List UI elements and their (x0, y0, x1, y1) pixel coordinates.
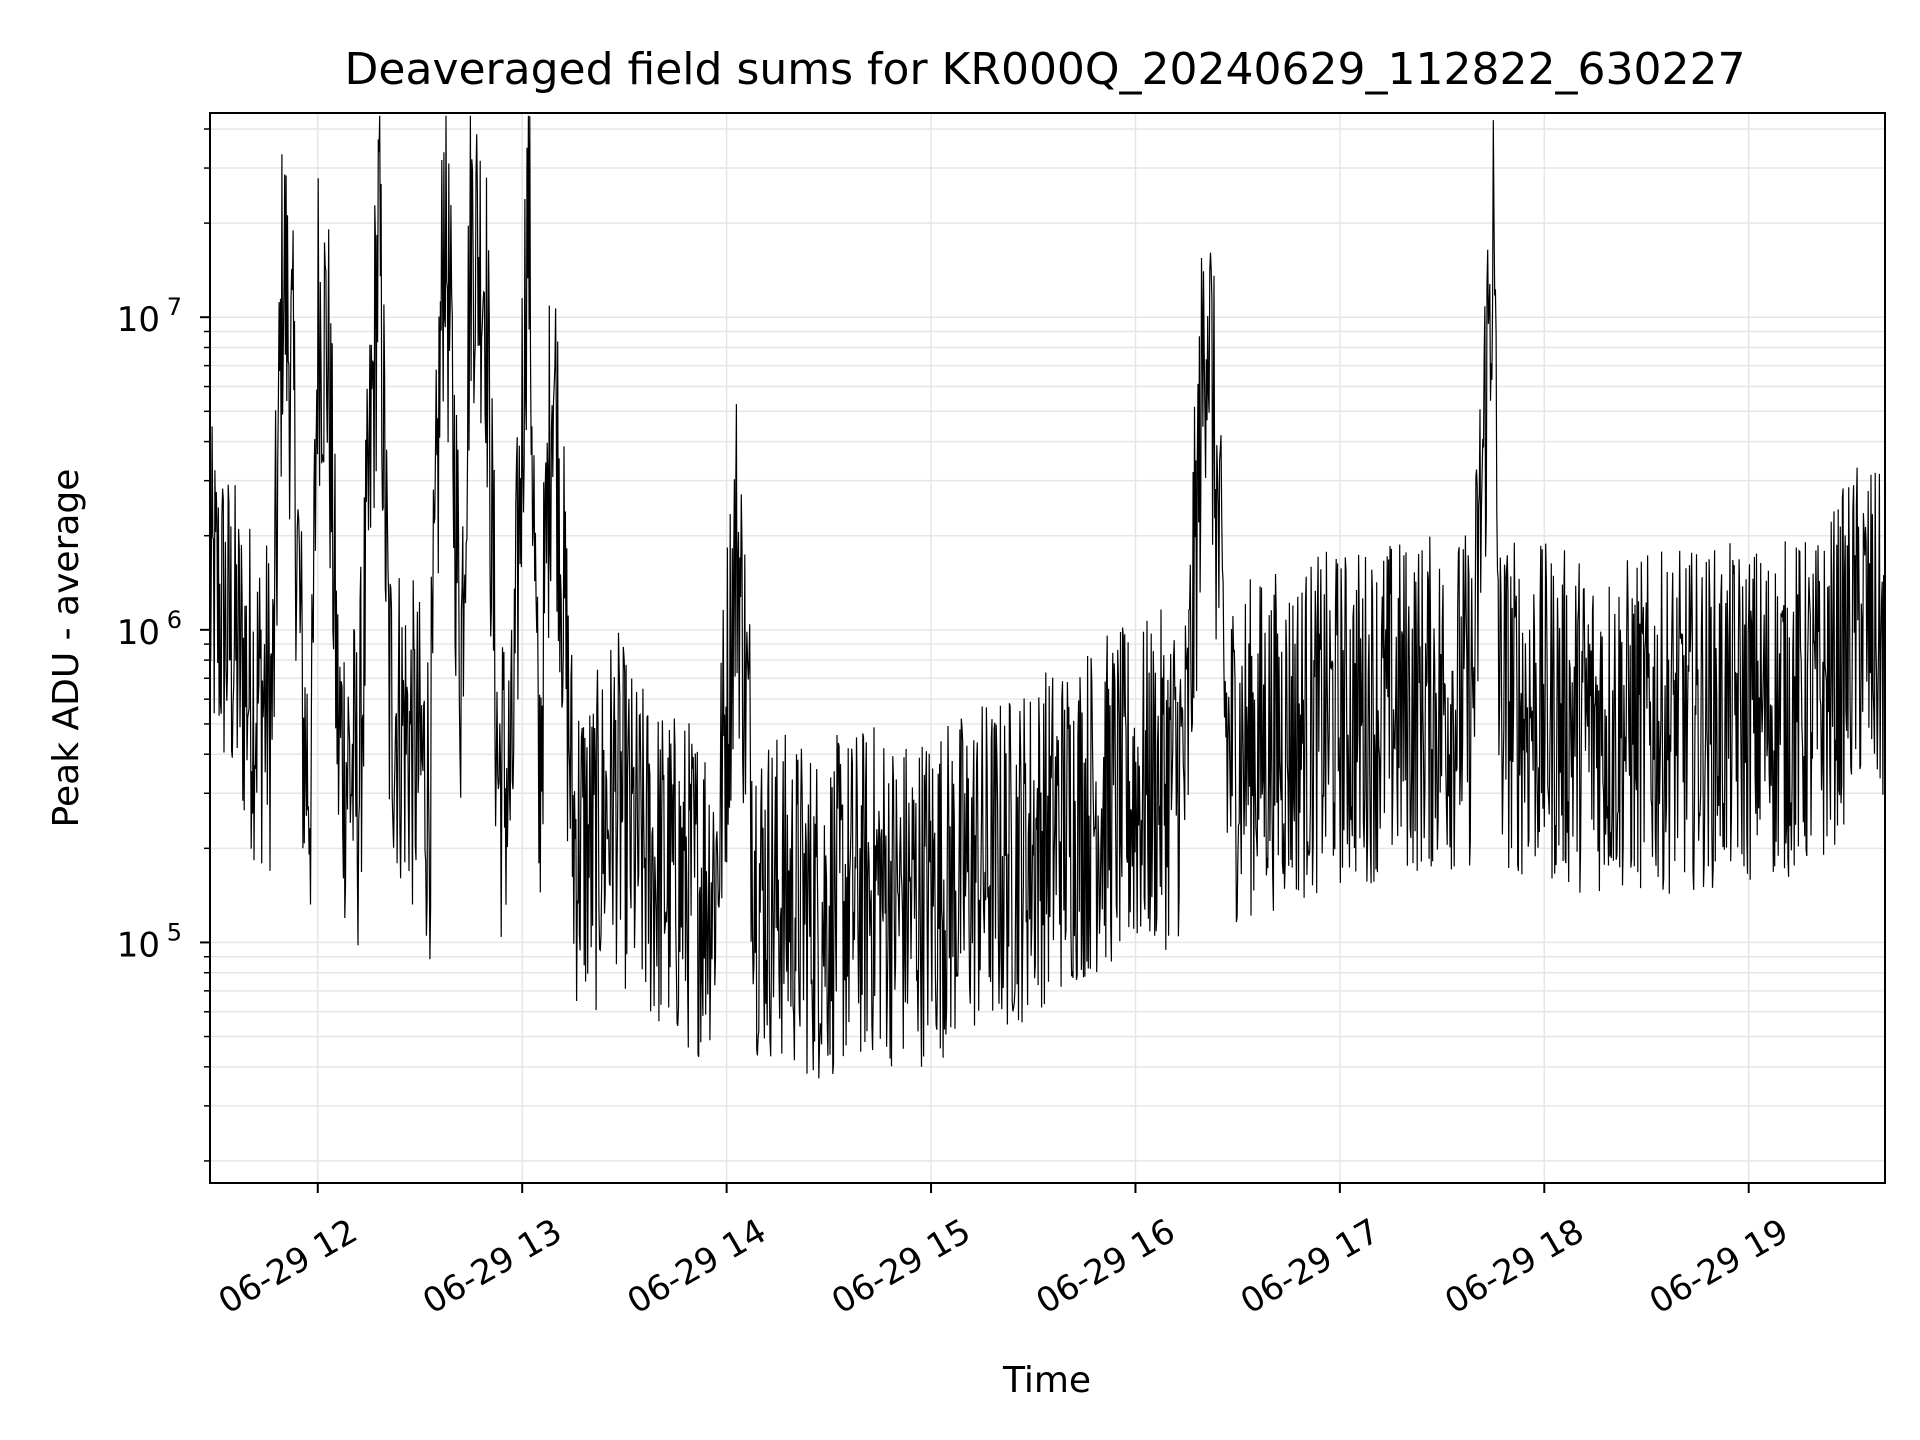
y-tick-label: 10 (117, 925, 160, 965)
y-tick-exponent: 6 (167, 606, 182, 634)
y-tick-exponent: 5 (167, 918, 182, 946)
x-axis: 06-29 12 06-29 13 06-29 14 06-29 15 06-29 16… (212, 1183, 1795, 1322)
x-tick-label: 06-29 13 (416, 1211, 568, 1322)
y-tick-label: 10 (117, 300, 160, 340)
y-tick-exponent: 7 (167, 293, 182, 321)
x-tick-label: 06-29 15 (825, 1211, 977, 1322)
x-tick-label: 06-29 16 (1030, 1211, 1182, 1322)
x-axis-label: Time (1002, 1360, 1091, 1401)
x-tick-label: 06-29 19 (1643, 1211, 1795, 1322)
x-tick-label: 06-29 17 (1234, 1211, 1386, 1322)
plot-frame (209, 112, 1886, 1184)
series-layer (209, 115, 1886, 1079)
y-tick-label: 10 (117, 613, 160, 653)
y-axis-label: Peak ADU - average (46, 469, 87, 828)
x-tick-label: 06-29 14 (621, 1211, 773, 1322)
x-tick-label: 06-29 18 (1438, 1211, 1590, 1322)
series-line (209, 115, 1886, 1079)
x-tick-label: 06-29 12 (212, 1211, 364, 1322)
chart-title: Deaveraged field sums for KR000Q_2024062… (345, 44, 1746, 95)
